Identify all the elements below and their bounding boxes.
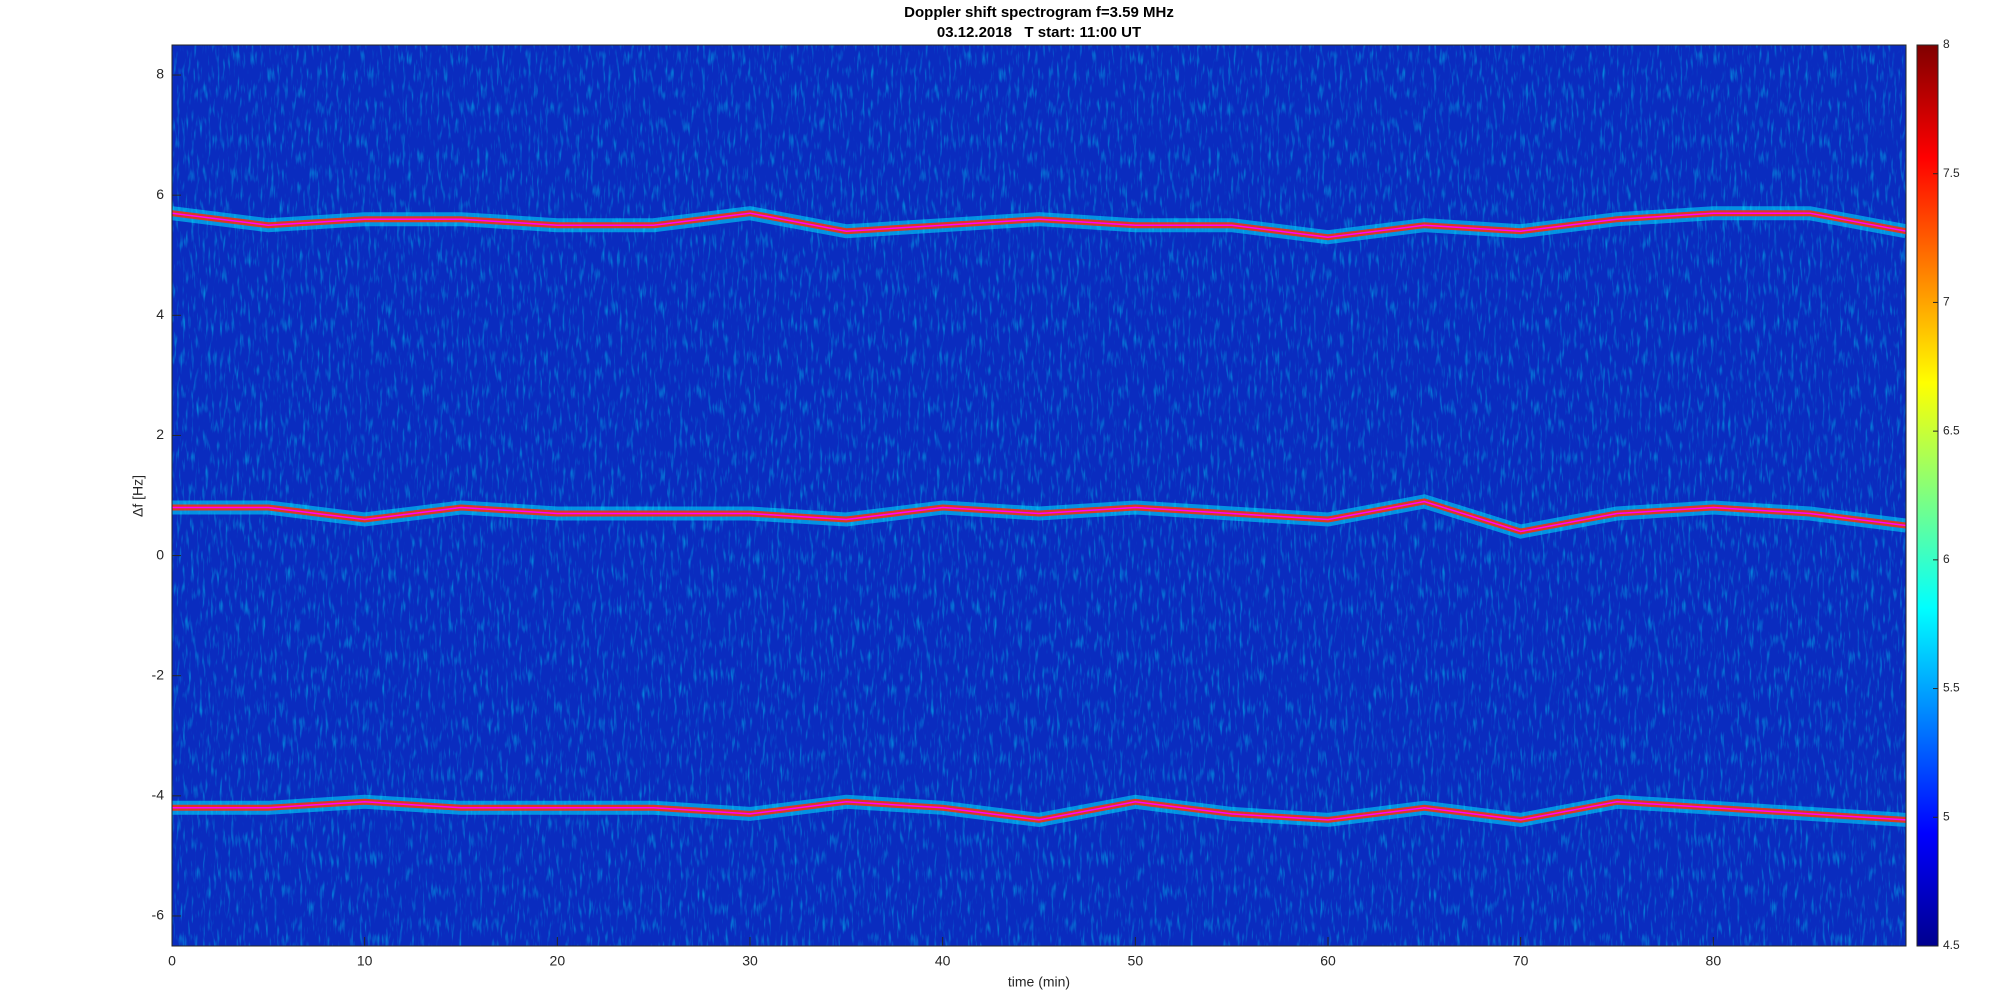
x-tick-label: 30 <box>742 953 758 969</box>
y-tick-label: 4 <box>156 306 164 322</box>
colorbar-tick-label: 5 <box>1943 809 1950 823</box>
chart-title: Doppler shift spectrogram f=3.59 MHz <box>904 4 1174 21</box>
colorbar-tick-label: 6 <box>1943 552 1950 566</box>
colorbar <box>1916 44 1939 947</box>
chart-subtitle: 03.12.2018 T start: 11:00 UT <box>937 24 1141 41</box>
traces <box>172 206 1906 827</box>
trace-line <box>172 212 1906 238</box>
y-tick-label: -6 <box>152 907 165 923</box>
x-tick-label: 20 <box>550 953 566 969</box>
colorbar-tick-label: 7.5 <box>1943 166 1960 180</box>
colorbar-tick-label: 8 <box>1943 37 1950 51</box>
trace-line <box>172 801 1906 821</box>
x-tick-label: 50 <box>1128 953 1144 969</box>
y-tick-label: -4 <box>152 787 165 803</box>
trace-line <box>172 500 1906 533</box>
x-tick-label: 10 <box>357 953 373 969</box>
colorbar-tick-label: 6.5 <box>1943 423 1960 437</box>
x-tick-label: 70 <box>1513 953 1529 969</box>
colorbar-tick-label: 7 <box>1943 295 1950 309</box>
x-tick-label: 40 <box>935 953 951 969</box>
x-axis-label: time (min) <box>1008 974 1070 990</box>
y-tick-label: -2 <box>152 666 165 682</box>
y-axis-label: Δf [Hz] <box>130 475 146 517</box>
y-tick-label: 8 <box>156 66 164 82</box>
y-tick-label: 0 <box>156 546 164 562</box>
colorbar-tick-label: 4.5 <box>1943 938 1960 952</box>
y-tick-label: 2 <box>156 426 164 442</box>
x-tick-label: 0 <box>168 953 176 969</box>
x-tick-label: 80 <box>1706 953 1722 969</box>
y-tick-label: 6 <box>156 186 164 202</box>
x-tick-label: 60 <box>1320 953 1336 969</box>
plot-frame <box>171 44 1907 947</box>
colorbar-tick-label: 5.5 <box>1943 681 1960 695</box>
